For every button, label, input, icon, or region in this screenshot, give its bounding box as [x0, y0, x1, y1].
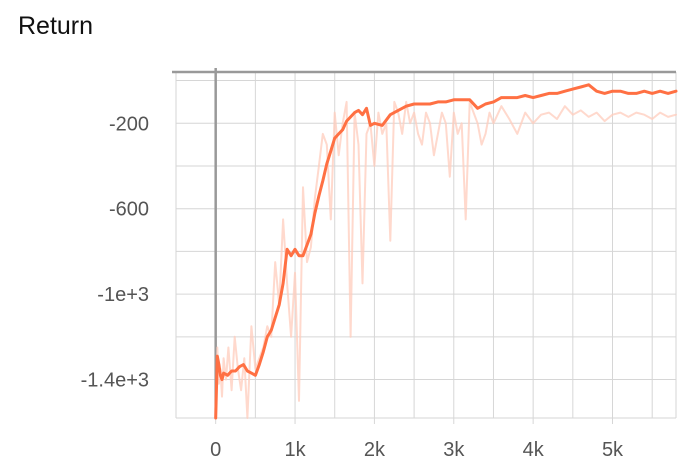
axes [172, 68, 677, 424]
x-tick-label: 1k [284, 439, 306, 461]
tick-labels: 0 1k 2k 3k 4k 5k -200 -600 -1e+3 -1.4e+3 [81, 113, 624, 461]
smoothed-series-line [214, 83, 678, 420]
x-tick-label: 5k [602, 439, 624, 461]
x-tick-label: 0 [210, 439, 221, 461]
y-tick-label: -1e+3 [97, 284, 149, 306]
x-tick-label: 4k [523, 439, 545, 461]
raw-series-line [214, 100, 677, 419]
x-tick-label: 2k [364, 439, 386, 461]
y-tick-label: -200 [109, 113, 149, 135]
x-tick-label: 3k [443, 439, 465, 461]
y-tick-label: -1.4e+3 [81, 370, 149, 392]
y-tick-label: -600 [109, 199, 149, 221]
chart-title: Return [18, 12, 94, 40]
grid [175, 72, 676, 418]
series [214, 83, 678, 420]
